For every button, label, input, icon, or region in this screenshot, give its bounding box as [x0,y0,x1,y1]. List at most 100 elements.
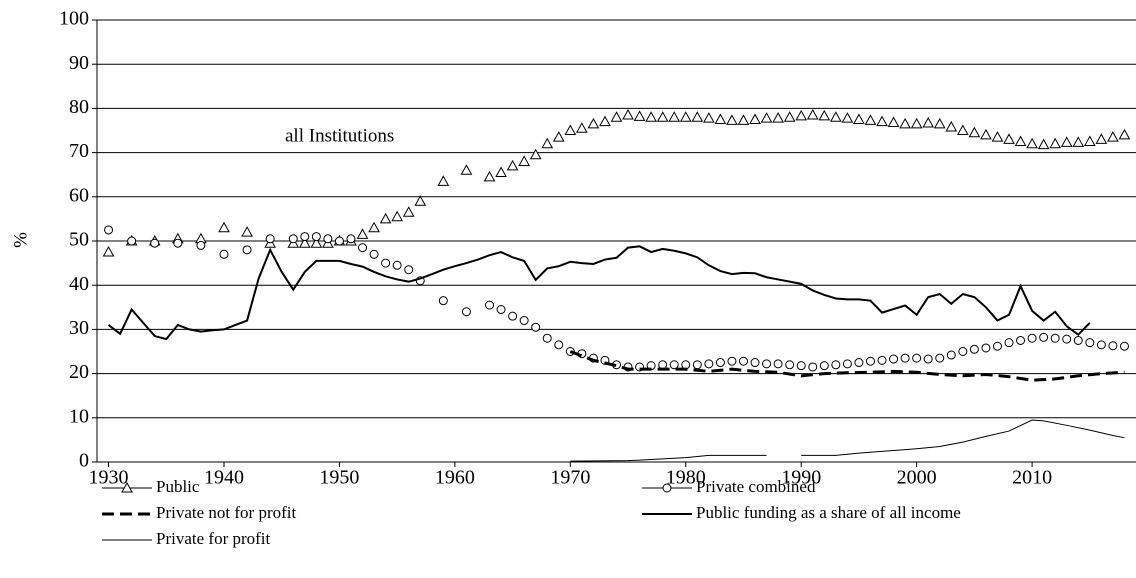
marker [104,225,114,235]
marker [150,238,160,248]
marker [542,333,552,343]
marker [541,137,554,149]
marker [679,111,692,122]
marker [1108,341,1118,351]
marker [518,155,530,166]
marker [681,360,691,370]
marker [298,237,311,248]
marker [912,353,922,363]
marker [1027,333,1037,343]
marker [334,236,344,246]
legend-marker [662,483,672,493]
marker [554,340,564,350]
marker [1014,135,1027,147]
marker [1072,136,1085,147]
marker [668,111,681,122]
y-tick-label: 40 [69,273,89,295]
marker [414,195,427,206]
marker [552,131,565,142]
marker [1096,340,1106,350]
marker [369,249,379,259]
marker [1107,131,1119,142]
marker [656,111,669,122]
marker [1095,133,1108,144]
marker [218,221,230,233]
marker [692,360,702,370]
x-tick-label: 1980 [666,467,706,489]
marker [900,353,910,363]
marker [196,240,206,250]
marker [508,311,518,321]
marker [610,111,623,122]
marker [968,126,981,138]
marker [300,232,310,242]
y-tick-label: 10 [69,405,89,427]
marker [379,212,392,224]
marker [402,206,415,217]
marker [633,110,646,121]
marker [773,359,783,369]
y-tick-label: 30 [69,317,89,339]
y-tick-label: 60 [69,184,89,206]
marker [356,228,369,239]
marker [495,166,507,177]
marker [438,296,448,306]
marker [762,359,772,369]
marker [945,120,958,132]
marker [519,316,529,326]
marker [622,109,634,120]
legend-label: Public funding as a share of all income [696,503,961,522]
marker [381,258,391,268]
marker [1085,338,1095,348]
marker [841,112,854,123]
marker [1060,136,1073,147]
marker [854,358,864,368]
marker [485,300,495,310]
marker [506,159,519,171]
marker [311,232,321,242]
marker [564,124,577,135]
marker [1062,334,1072,344]
marker [219,249,229,259]
x-tick-label: 1950 [319,467,359,489]
marker [310,237,323,248]
marker [785,360,795,370]
marker [1004,338,1014,348]
marker [796,361,806,371]
marker [102,246,115,257]
marker [587,117,600,129]
marker [1037,138,1050,150]
y-tick-label: 20 [69,361,89,383]
marker [737,114,750,125]
marker [404,265,414,275]
marker [1026,137,1038,149]
marker [864,114,877,125]
marker [726,114,738,125]
marker [783,111,796,122]
marker [391,210,404,222]
marker [173,238,183,248]
marker [127,236,137,246]
marker [242,245,252,255]
legend-label: Private combined [696,477,816,496]
marker [1119,341,1129,351]
marker [1073,335,1083,345]
marker [842,359,852,369]
marker [358,243,368,253]
marker [1039,332,1049,342]
marker [923,354,933,364]
marker [727,356,737,366]
marker [831,360,841,370]
y-tick-label: 80 [69,96,89,118]
x-tick-label: 2000 [897,467,937,489]
marker [899,117,911,129]
marker [704,359,714,369]
marker [760,112,773,123]
y-tick-label: 50 [69,229,89,251]
marker [808,362,818,372]
marker [853,113,865,124]
marker [288,234,298,244]
marker [1049,137,1062,149]
marker [1083,135,1096,147]
